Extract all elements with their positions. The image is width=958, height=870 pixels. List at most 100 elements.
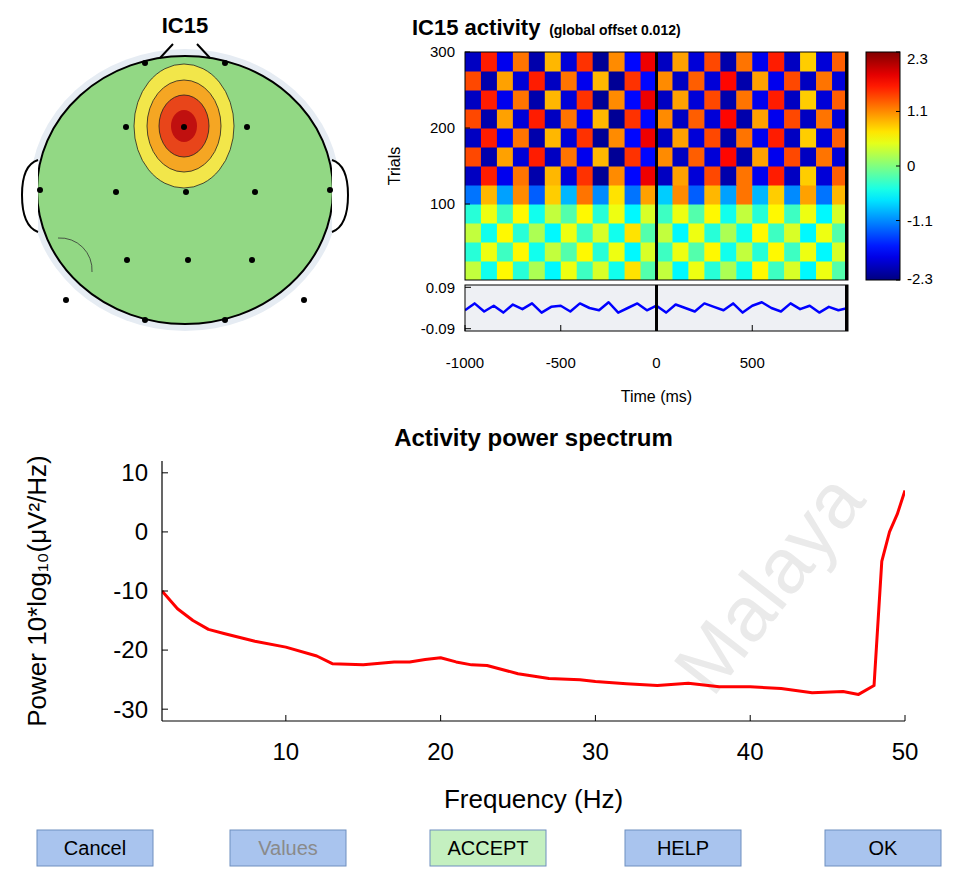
ear [332, 160, 348, 232]
heat-cell [545, 242, 561, 262]
heat-cell [672, 147, 688, 167]
heat-cell [784, 185, 800, 205]
electrode [142, 317, 148, 323]
heat-cell [768, 223, 784, 243]
button-face[interactable] [825, 830, 941, 866]
heat-cell [688, 128, 704, 148]
heat-cell [481, 166, 497, 186]
x-tick-label: -500 [546, 354, 576, 371]
heat-cell [720, 223, 736, 243]
heat-cell [704, 147, 720, 167]
heat-cell [672, 185, 688, 205]
heat-cell [736, 166, 752, 186]
heat-cell [704, 128, 720, 148]
button-face[interactable] [625, 830, 741, 866]
heat-cell [465, 261, 481, 280]
heat-cell [593, 52, 609, 72]
heat-cell [561, 90, 577, 110]
heat-cell [704, 166, 720, 186]
button-label[interactable]: HELP [657, 837, 709, 859]
heat-cell [657, 90, 673, 110]
button[interactable]: ACCEPT [430, 830, 546, 866]
plot-marks [162, 491, 905, 695]
heat-cell [641, 147, 657, 167]
heat-cell [529, 147, 545, 167]
button-label[interactable]: OK [869, 837, 899, 859]
heat-cell [736, 261, 752, 280]
background [0, 0, 958, 870]
heat-cell [545, 261, 561, 280]
x-tick [595, 715, 596, 721]
electrode [244, 124, 250, 130]
heat-cell [497, 109, 513, 129]
button-face[interactable] [37, 830, 153, 866]
heat-cell [736, 147, 752, 167]
button[interactable]: Cancel [37, 830, 153, 866]
heat-cell [720, 52, 736, 72]
x-tick [440, 715, 441, 721]
blob-core [171, 110, 197, 142]
button[interactable]: HELP [625, 830, 741, 866]
y-tick-label: -20 [113, 636, 148, 663]
heat-cell [672, 71, 688, 91]
heat-cell [481, 71, 497, 91]
heat-cell [529, 109, 545, 129]
heat-cell [481, 185, 497, 205]
colorbar-tick [896, 52, 900, 53]
button-face[interactable] [430, 830, 546, 866]
heat-cell [784, 109, 800, 129]
heat-cell [513, 242, 529, 262]
heat-cell [752, 223, 768, 243]
heat-cell [672, 204, 688, 224]
heat-cell [800, 242, 816, 262]
button-label[interactable]: Cancel [64, 837, 126, 859]
heat-cell [625, 223, 641, 243]
heat-cell [784, 90, 800, 110]
heat-cell [720, 166, 736, 186]
heat-cell [609, 261, 625, 280]
heat-cell [497, 242, 513, 262]
heat-cell [465, 109, 481, 129]
heat-cell [561, 147, 577, 167]
heat-cell [529, 166, 545, 186]
heat-cell [736, 185, 752, 205]
heat-cell [529, 242, 545, 262]
heat-cell [720, 204, 736, 224]
heat-cell [816, 71, 832, 91]
y-tick [465, 328, 471, 329]
y-tick-label: 300 [430, 43, 455, 60]
electrode [222, 60, 228, 66]
heat-cell [481, 147, 497, 167]
heat-cell [657, 185, 673, 205]
y-tick [162, 709, 168, 710]
heat-cell [481, 128, 497, 148]
x-tick-label: -1000 [446, 354, 484, 371]
x-tick-label: 0 [652, 354, 660, 371]
heat-cell [497, 261, 513, 280]
colorbar-tick [896, 280, 900, 281]
heat-cell [657, 128, 673, 148]
heat-cell [465, 128, 481, 148]
heat-cell [561, 128, 577, 148]
x-axis [162, 720, 905, 721]
heat-cell [768, 52, 784, 72]
topo-title: IC15 [162, 13, 208, 38]
heat-cell [625, 242, 641, 262]
button-label[interactable]: ACCEPT [447, 837, 528, 859]
y-axis-title: Trials [386, 147, 403, 186]
heat-cell [657, 147, 673, 167]
heat-frame [465, 52, 848, 280]
heat-cell [720, 90, 736, 110]
heat-cell [736, 204, 752, 224]
heat-cell [609, 166, 625, 186]
heat-cell [704, 71, 720, 91]
heat-cell [625, 71, 641, 91]
heat-cell [481, 109, 497, 129]
heat-cell [545, 71, 561, 91]
heat-cell [513, 90, 529, 110]
heat-cell [768, 204, 784, 224]
heat-cell [800, 128, 816, 148]
heat-cell [657, 52, 673, 72]
heat-cell [497, 223, 513, 243]
button[interactable]: OK [825, 830, 941, 866]
